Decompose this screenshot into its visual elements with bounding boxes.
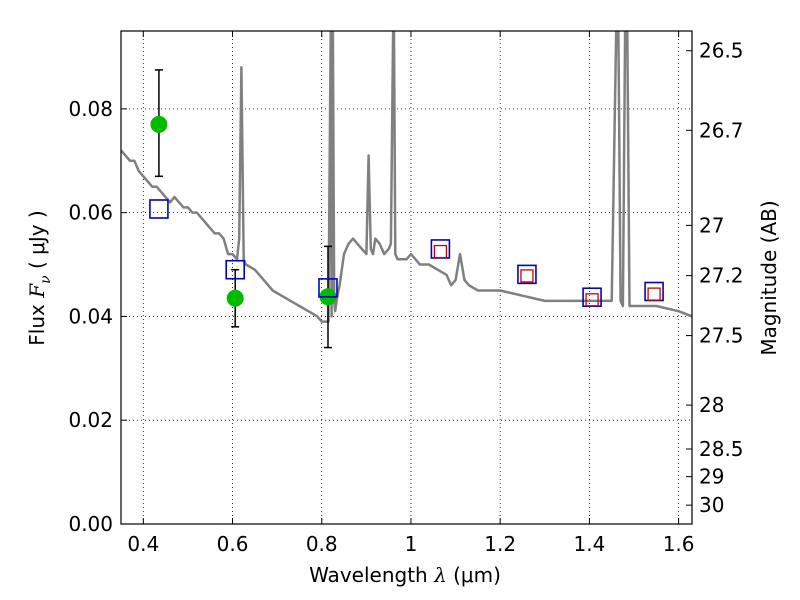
y-tick-label: 0.08 bbox=[68, 97, 113, 121]
y2-tick-label: 29 bbox=[699, 465, 724, 489]
x-axis-title: Wavelength λ (μm) bbox=[309, 563, 501, 587]
x-tick-label: 1.4 bbox=[573, 532, 605, 556]
y2-tick-label: 26.7 bbox=[699, 118, 744, 142]
y-tick-label: 0.04 bbox=[68, 304, 113, 328]
y-tick-label: 0.00 bbox=[68, 512, 113, 536]
x-tick-label: 1.6 bbox=[663, 532, 695, 556]
y2-tick-label: 27.5 bbox=[699, 324, 744, 348]
predicted-point bbox=[433, 244, 448, 259]
y-tick-label: 0.06 bbox=[68, 201, 113, 225]
y2-tick-label: 27.2 bbox=[699, 264, 744, 288]
model-point bbox=[318, 278, 338, 298]
x-tick-label: 0.6 bbox=[217, 532, 249, 556]
data-layer bbox=[121, 31, 692, 349]
predicted-point bbox=[585, 293, 599, 307]
y2-tick-label: 27 bbox=[699, 213, 724, 237]
y2-tick-label: 26.5 bbox=[699, 39, 744, 63]
y2-tick-label: 28.5 bbox=[699, 437, 744, 461]
y2-tick-label: 28 bbox=[699, 393, 724, 417]
x-tick-label: 1 bbox=[405, 532, 418, 556]
model-point bbox=[517, 264, 537, 285]
y2-axis-title: Magnitude (AB) bbox=[757, 200, 781, 355]
model-point bbox=[225, 259, 245, 280]
y-axis-title: Flux Fν ( μJy ) bbox=[25, 210, 54, 345]
x-tick-label: 0.4 bbox=[127, 532, 159, 556]
y-tick-label: 0.02 bbox=[68, 408, 113, 432]
observed-point bbox=[150, 115, 168, 133]
model-point bbox=[149, 199, 169, 219]
plot-area bbox=[121, 31, 692, 524]
observed-point bbox=[226, 289, 244, 307]
x-tick-label: 0.8 bbox=[306, 532, 338, 556]
spectrum-line bbox=[121, 31, 692, 323]
plot-frame bbox=[120, 30, 693, 525]
x-tick-label: 1.2 bbox=[484, 532, 516, 556]
y2-tick-label: 30 bbox=[699, 493, 724, 517]
predicted-point bbox=[520, 269, 534, 283]
predicted-point bbox=[647, 287, 661, 301]
ticks: 0.4 0.6 0.8 1 1.2 1.4 1.6 0.00 0.02 0.04 0.06 0.08 2… bbox=[68, 31, 744, 556]
